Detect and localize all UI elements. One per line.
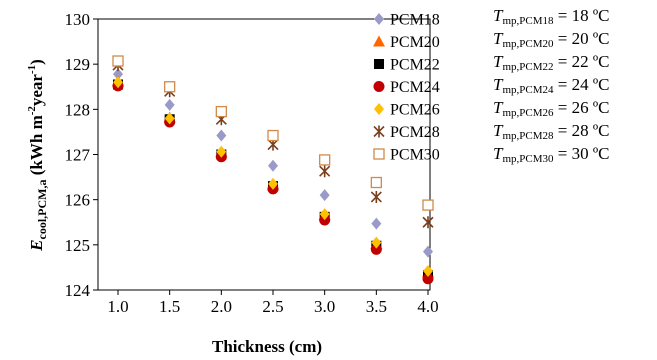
annotation-row: Tmp,PCM22 = 22 ºC bbox=[493, 52, 657, 73]
legend-marker-pcm18 bbox=[374, 13, 384, 25]
data-point-pcm18 bbox=[319, 189, 330, 202]
data-point-pcm26 bbox=[113, 76, 123, 89]
y-axis-unit-sup1: -2 bbox=[26, 106, 38, 116]
annotation-symbol: T bbox=[493, 98, 503, 117]
x-tick-label: 2.5 bbox=[262, 297, 283, 316]
annotation-subscript: mp,PCM26 bbox=[502, 107, 554, 119]
legend-label-pcm24: PCM24 bbox=[390, 79, 440, 96]
y-axis-title: Ecool,PCM,a (kWh m-2year-1) bbox=[26, 59, 49, 252]
legend-label-pcm30: PCM30 bbox=[390, 147, 440, 164]
x-tick-label: 1.5 bbox=[159, 297, 180, 316]
y-tick-label: 126 bbox=[65, 191, 91, 210]
x-tick-label: 3.0 bbox=[314, 297, 335, 316]
data-point-pcm18 bbox=[371, 217, 382, 230]
data-point-pcm24 bbox=[370, 243, 382, 255]
annotation-value: = 30 ºC bbox=[553, 144, 610, 163]
data-point-pcm26 bbox=[268, 177, 278, 190]
data-point-pcm26 bbox=[371, 236, 382, 249]
annotation-value: = 28 ºC bbox=[553, 121, 610, 140]
legend-label-pcm28: PCM28 bbox=[390, 124, 440, 141]
legend-marker-pcm30 bbox=[373, 148, 385, 160]
x-tick-label: 2.0 bbox=[211, 297, 232, 316]
data-point-pcm30 bbox=[370, 176, 382, 189]
annotation-value: = 22 ºC bbox=[553, 52, 610, 71]
data-point-pcm18 bbox=[216, 129, 227, 142]
data-point-pcm18 bbox=[113, 68, 123, 81]
annotation-row: Tmp,PCM24 = 24 ºC bbox=[493, 75, 657, 96]
annotation-value: = 24 ºC bbox=[553, 75, 610, 94]
y-tick-label: 129 bbox=[65, 55, 91, 74]
y-tick-label: 127 bbox=[65, 146, 91, 165]
x-tick-label: 3.5 bbox=[366, 297, 387, 316]
y-axis-symbol: E bbox=[27, 239, 46, 251]
x-tick-label: 1.0 bbox=[107, 297, 128, 316]
annotation-value: = 26 ºC bbox=[553, 98, 610, 117]
annotation-symbol: T bbox=[493, 6, 503, 25]
data-point-pcm30 bbox=[112, 55, 124, 67]
annotation-symbol: T bbox=[493, 52, 503, 71]
annotation-row: Tmp,PCM18 = 18 ºC bbox=[493, 6, 657, 27]
y-ticks: 124 125 126 127 128 129 130 bbox=[65, 10, 98, 300]
y-axis-unit-close: ) bbox=[27, 59, 46, 65]
legend-marker-pcm20 bbox=[373, 35, 385, 47]
data-points bbox=[112, 55, 434, 285]
data-point-pcm18 bbox=[268, 159, 278, 172]
data-point-pcm30 bbox=[215, 105, 227, 118]
data-point-pcm18 bbox=[423, 245, 433, 258]
x-axis-title: Thickness (cm) bbox=[212, 337, 322, 356]
y-axis-unit-sup2: -1 bbox=[26, 65, 38, 74]
legend-marker-pcm22 bbox=[374, 59, 384, 69]
annotation-subscript: mp,PCM24 bbox=[502, 84, 554, 96]
data-point-pcm30 bbox=[267, 129, 279, 142]
legend-label-pcm18: PCM18 bbox=[390, 12, 440, 29]
data-point-pcm26 bbox=[216, 145, 227, 158]
annotation-row: Tmp,PCM28 = 28 ºC bbox=[493, 121, 657, 142]
legend-marker-pcm28 bbox=[373, 125, 385, 138]
legend-label-pcm26: PCM26 bbox=[390, 102, 440, 119]
data-point-pcm26 bbox=[164, 112, 175, 125]
annotation-subscript: mp,PCM18 bbox=[502, 15, 554, 27]
data-point-pcm26 bbox=[319, 208, 330, 221]
annotation-symbol: T bbox=[493, 121, 503, 140]
annotation-row: Tmp,PCM26 = 26 ºC bbox=[493, 98, 657, 119]
annotation-subscript: mp,PCM28 bbox=[502, 130, 554, 142]
legend-marker-pcm26 bbox=[374, 103, 384, 115]
data-point-pcm28 bbox=[370, 190, 382, 203]
y-tick-label: 130 bbox=[65, 10, 91, 29]
annotation-value: = 18 ºC bbox=[553, 6, 610, 25]
data-point-pcm28 bbox=[422, 216, 434, 229]
y-tick-label: 125 bbox=[65, 236, 91, 255]
annotation-symbol: T bbox=[493, 144, 503, 163]
x-tick-label: 4.0 bbox=[417, 297, 438, 316]
legend: PCM18 PCM20 PCM22 PCM24 PCM26 PCM28 PCM30 bbox=[373, 12, 440, 164]
y-tick-label: 124 bbox=[65, 281, 91, 300]
annotation-subscript: mp,PCM30 bbox=[502, 153, 554, 165]
annotation-subscript: mp,PCM22 bbox=[502, 61, 554, 73]
annotation-symbol: T bbox=[493, 75, 503, 94]
data-point-pcm26 bbox=[423, 265, 433, 278]
annotation-subscript: mp,PCM20 bbox=[502, 38, 554, 50]
legend-label-pcm20: PCM20 bbox=[390, 34, 440, 51]
y-axis-unit-mid: year bbox=[27, 74, 46, 107]
x-ticks: 1.0 1.5 2.0 2.5 3.0 3.5 4.0 bbox=[107, 290, 439, 316]
data-point-pcm18 bbox=[164, 98, 175, 111]
data-point-pcm28 bbox=[319, 165, 331, 178]
legend-marker-pcm24 bbox=[373, 81, 385, 92]
data-point-pcm30 bbox=[164, 81, 176, 93]
data-point-pcm24 bbox=[422, 273, 434, 285]
y-axis-unit-open: (kWh m bbox=[27, 115, 46, 179]
annotation-symbol: T bbox=[493, 29, 503, 48]
data-point-pcm30 bbox=[319, 154, 331, 166]
data-point-pcm30 bbox=[422, 199, 434, 211]
legend-label-pcm22: PCM22 bbox=[390, 57, 440, 74]
annotation-row: Tmp,PCM20 = 20 ºC bbox=[493, 29, 657, 50]
annotation-value: = 20 ºC bbox=[553, 29, 610, 48]
annotation-row: Tmp,PCM30 = 30 ºC bbox=[493, 144, 657, 165]
y-axis-subscript: cool,PCM,a bbox=[35, 180, 49, 240]
y-tick-label: 128 bbox=[65, 100, 91, 119]
